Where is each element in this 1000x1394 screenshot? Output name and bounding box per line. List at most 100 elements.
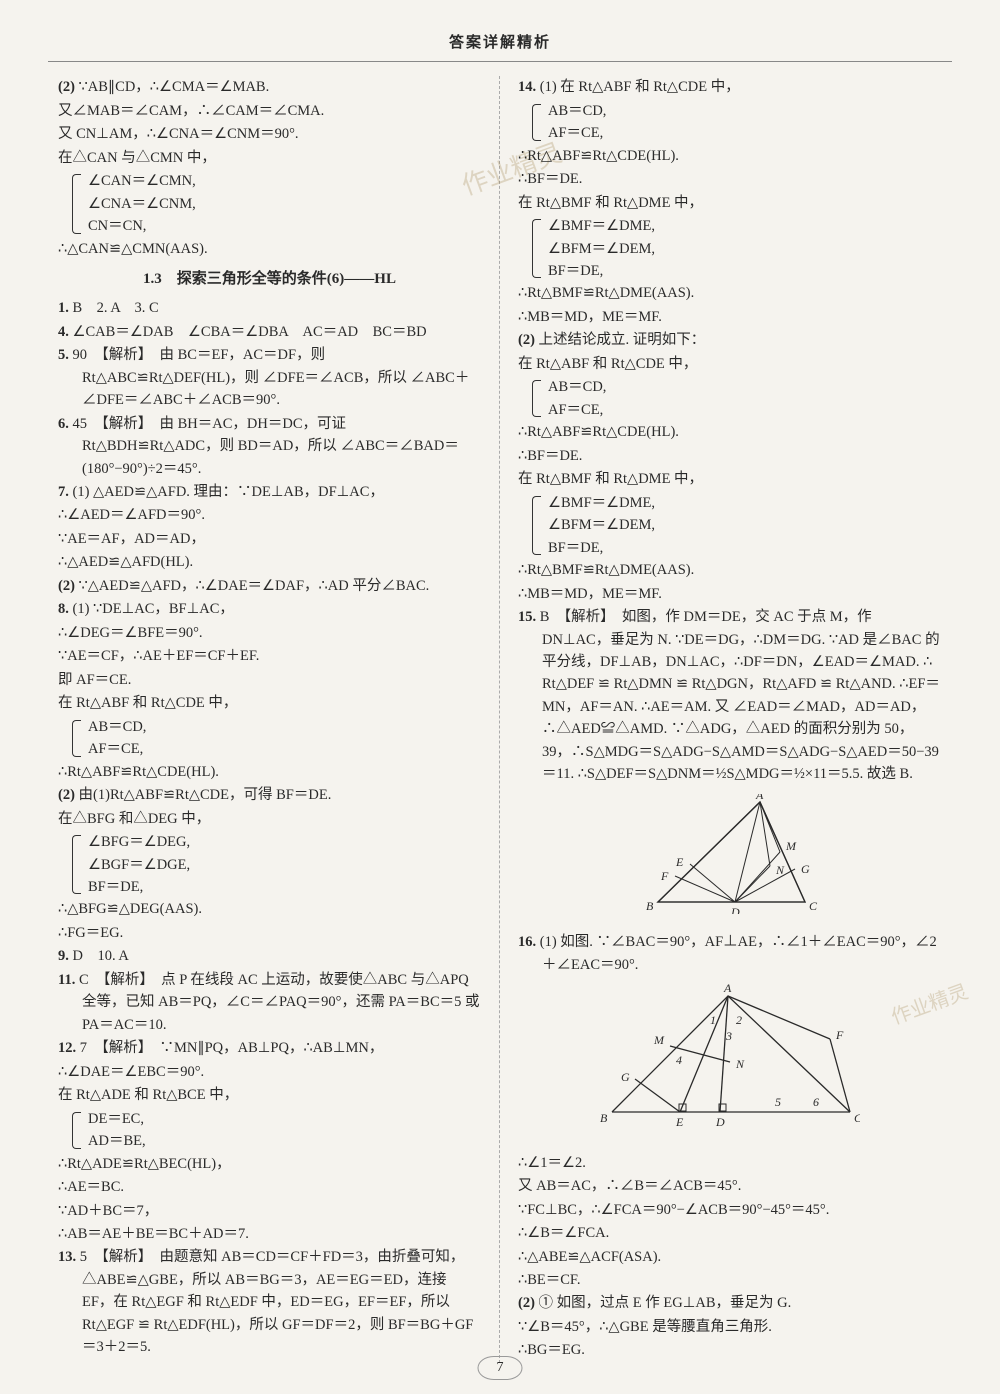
svg-text:D: D [715, 1115, 725, 1129]
solution-line: ∴AE＝BC. [58, 1176, 481, 1198]
solution-line: ∴MB＝MD，ME＝MF. [518, 306, 942, 328]
brace-line: DE＝EC, [88, 1108, 481, 1130]
svg-text:B: B [600, 1111, 608, 1125]
solution-line: ∴△AED≌△AFD(HL). [58, 551, 481, 573]
brace-line: AB＝CD, [548, 376, 942, 398]
figure-15: A B C D EF MN G [518, 794, 942, 921]
brace-line: AD＝BE, [88, 1130, 481, 1152]
solution-line: 7. (1) △AED≌△AFD. 理由：∵DE⊥AB，DF⊥AC， [58, 481, 481, 503]
solution-line: 即 AF＝CE. [58, 669, 481, 691]
solution-line: ∴AB＝AE＋BE＝BC＋AD＝7. [58, 1223, 481, 1245]
brace-system: AB＝CD,AF＝CE, [58, 716, 481, 761]
brace-system: ∠BMF＝∠DME,∠BFM＝∠DEM,BF＝DE, [518, 492, 942, 559]
solution-line: ∵AE＝AF，AD＝AD， [58, 528, 481, 550]
solution-line: 13. 5 【解析】 由题意知 AB＝CD＝CF＋FD＝3，由折叠可知，△ABE… [58, 1246, 481, 1358]
brace-line: AB＝CD, [548, 100, 942, 122]
solution-line: 11. C 【解析】 点 P 在线段 AC 上运动，故要使△ABC 与△APQ … [58, 969, 481, 1036]
solution-line: 在 Rt△ABF 和 Rt△CDE 中， [58, 692, 481, 714]
solution-line: (2) 上述结论成立. 证明如下： [518, 329, 942, 351]
solution-line: 14. (1) 在 Rt△ABF 和 Rt△CDE 中， [518, 76, 942, 98]
svg-text:M: M [653, 1033, 665, 1047]
svg-text:N: N [735, 1057, 745, 1071]
brace-line: CN＝CN, [88, 215, 481, 237]
brace-system: ∠BFG＝∠DEG,∠BGF＝∠DGE,BF＝DE, [58, 831, 481, 898]
solution-line: 又 AB＝AC，∴∠B＝∠ACB＝45°. [518, 1175, 942, 1197]
svg-text:A: A [755, 794, 764, 802]
solution-line: ∴Rt△ADE≌Rt△BEC(HL)， [58, 1153, 481, 1175]
solution-line: (2) ∵AB∥CD，∴∠CMA＝∠MAB. [58, 76, 481, 98]
solution-line: ∴BF＝DE. [518, 168, 942, 190]
svg-text:G: G [621, 1070, 630, 1084]
solution-line: ∴∠B＝∠FCA. [518, 1222, 942, 1244]
solution-line: ∴Rt△BMF≌Rt△DME(AAS). [518, 559, 942, 581]
figure-16: ABCEDFMNG123456 [518, 984, 942, 1141]
solution-line: 又 CN⊥AM，∴∠CNA＝∠CNM＝90°. [58, 123, 481, 145]
svg-text:F: F [835, 1028, 844, 1042]
solution-line: 在 Rt△BMF 和 Rt△DME 中， [518, 468, 942, 490]
solution-line: ∴Rt△BMF≌Rt△DME(AAS). [518, 282, 942, 304]
solution-line: ∴∠DAE＝∠EBC＝90°. [58, 1061, 481, 1083]
brace-system: ∠CAN＝∠CMN,∠CNA＝∠CNM,CN＝CN, [58, 170, 481, 237]
solution-line: ∴Rt△ABF≌Rt△CDE(HL). [58, 761, 481, 783]
brace-line: BF＝DE, [548, 537, 942, 559]
svg-text:B: B [646, 899, 654, 913]
brace-line: BF＝DE, [88, 876, 481, 898]
svg-text:M: M [785, 839, 797, 853]
brace-line: ∠BMF＝∠DME, [548, 492, 942, 514]
right-column: 14. (1) 在 Rt△ABF 和 Rt△CDE 中，AB＝CD,AF＝CE,… [500, 76, 952, 1363]
brace-system: DE＝EC,AD＝BE, [58, 1108, 481, 1153]
solution-line: 又∠MAB＝∠CAM，∴∠CAM＝∠CMA. [58, 100, 481, 122]
svg-text:E: E [675, 1115, 684, 1129]
brace-line: ∠CNA＝∠CNM, [88, 193, 481, 215]
solution-line: 在 Rt△ADE 和 Rt△BCE 中， [58, 1084, 481, 1106]
solution-line: 16. (1) 如图. ∵∠BAC＝90°，AF⊥AE，∴∠1＋∠EAC＝90°… [518, 931, 942, 976]
solution-line: 4. ∠CAB＝∠DAB ∠CBA＝∠DBA AC＝AD BC＝BD [58, 321, 481, 343]
left-column: (2) ∵AB∥CD，∴∠CMA＝∠MAB.又∠MAB＝∠CAM，∴∠CAM＝∠… [48, 76, 500, 1363]
brace-line: AB＝CD, [88, 716, 481, 738]
brace-line: ∠BFG＝∠DEG, [88, 831, 481, 853]
brace-line: AF＝CE, [88, 738, 481, 760]
brace-line: ∠BGF＝∠DGE, [88, 854, 481, 876]
brace-line: ∠BMF＝∠DME, [548, 215, 942, 237]
solution-line: ∴Rt△ABF≌Rt△CDE(HL). [518, 421, 942, 443]
brace-line: ∠CAN＝∠CMN, [88, 170, 481, 192]
solution-line: 6. 45 【解析】 由 BH＝AC，DH＝DC，可证 Rt△BDH≌Rt△AD… [58, 413, 481, 480]
solution-line: ∴FG＝EG. [58, 922, 481, 944]
solution-line: ∴△ABE≌△ACF(ASA). [518, 1246, 942, 1268]
two-column-layout: (2) ∵AB∥CD，∴∠CMA＝∠MAB.又∠MAB＝∠CAM，∴∠CAM＝∠… [48, 76, 952, 1363]
solution-line: ∵AD＋BC＝7， [58, 1200, 481, 1222]
solution-line: ∵FC⊥BC，∴∠FCA＝90°−∠ACB＝90°−45°＝45°. [518, 1199, 942, 1221]
solution-line: 在△BFG 和△DEG 中， [58, 808, 481, 830]
solution-line: 1. B 2. A 3. C [58, 297, 481, 319]
brace-line: BF＝DE, [548, 260, 942, 282]
solution-line: ∵∠B＝45°，∴△GBE 是等腰直角三角形. [518, 1316, 942, 1338]
svg-text:4: 4 [676, 1053, 682, 1067]
solution-line: 8. (1) ∵DE⊥AC，BF⊥AC， [58, 598, 481, 620]
page-title: 答案详解精析 [48, 32, 952, 62]
solution-line: ∴MB＝MD，ME＝MF. [518, 583, 942, 605]
solution-line: ∴∠1＝∠2. [518, 1152, 942, 1174]
solution-line: 9. D 10. A [58, 945, 481, 967]
brace-system: ∠BMF＝∠DME,∠BFM＝∠DEM,BF＝DE, [518, 215, 942, 282]
solution-line: ∵AE＝CF，∴AE＋EF＝CF＋EF. [58, 645, 481, 667]
svg-text:D: D [730, 905, 740, 914]
svg-text:5: 5 [775, 1095, 781, 1109]
svg-text:2: 2 [736, 1013, 742, 1027]
solution-line: ∴BG＝EG. [518, 1339, 942, 1361]
brace-system: AB＝CD,AF＝CE, [518, 376, 942, 421]
brace-line: ∠BFM＝∠DEM, [548, 514, 942, 536]
brace-line: ∠BFM＝∠DEM, [548, 238, 942, 260]
solution-line: (2) ① 如图，过点 E 作 EG⊥AB，垂足为 G. [518, 1292, 942, 1314]
svg-text:F: F [660, 869, 669, 883]
svg-text:C: C [809, 899, 818, 913]
svg-text:N: N [775, 863, 785, 877]
solution-line: (2) ∵△AED≌△AFD，∴∠DAE＝∠DAF，∴AD 平分∠BAC. [58, 575, 481, 597]
svg-text:E: E [675, 855, 684, 869]
brace-system: AB＝CD,AF＝CE, [518, 100, 942, 145]
solution-line: 在 Rt△ABF 和 Rt△CDE 中， [518, 353, 942, 375]
section-title: 1.3 探索三角形全等的条件(6)——HL [58, 268, 481, 291]
svg-text:G: G [801, 862, 810, 876]
solution-line: ∴△BFG≌△DEG(AAS). [58, 898, 481, 920]
page-number: 7 [478, 1356, 523, 1380]
solution-line: 5. 90 【解析】 由 BC＝EF，AC＝DF，则 Rt△ABC≌Rt△DEF… [58, 344, 481, 411]
